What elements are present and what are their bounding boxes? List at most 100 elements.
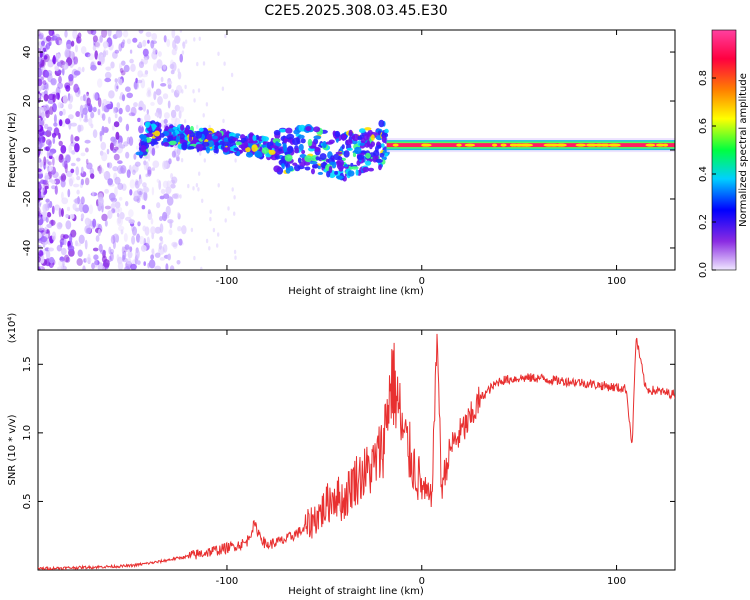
noise-blob [133,190,140,200]
noise-blob [48,140,52,148]
signal-blob [373,149,380,158]
noise-blob [109,142,114,151]
noise-blob [231,187,234,192]
noise-blob [147,39,150,44]
noise-blob [97,196,104,207]
noise-blob [55,92,60,100]
noise-blob [196,61,199,67]
noise-blob [119,212,125,220]
noise-blob [69,51,75,59]
noise-blob [113,146,119,151]
snr-series-line [38,333,675,570]
colorbar-gradient [711,29,737,271]
noise-blob [80,46,87,55]
signal-blob [315,156,321,161]
noise-blob [117,216,122,224]
noise-blob [63,254,70,263]
signal-blob [251,144,258,152]
noise-blob [160,188,166,195]
noise-blob [142,182,147,188]
y-tick-label: 20 [22,95,33,108]
signal-blob [301,149,306,155]
noise-blob [50,219,54,227]
noise-blob [135,77,138,84]
noise-blob [138,61,145,69]
noise-blob [131,235,136,245]
noise-blob [73,70,81,76]
noise-blob [187,183,190,189]
noise-blob [105,50,109,56]
noise-blob [169,265,175,270]
noise-blob [56,53,61,60]
noise-blob [38,207,41,217]
noise-blob [111,208,116,214]
noise-blob [98,164,102,175]
noise-blob [53,122,58,127]
signal-blob [341,135,347,139]
chart-title: C2E5.2025.308.03.45.E30 [264,3,447,19]
noise-blob [48,151,54,156]
noise-blob [41,187,44,198]
noise-blob [43,104,50,111]
noise-blob [95,235,100,242]
noise-blob [107,162,110,168]
signal-blob [228,132,236,138]
noise-blob [103,170,111,181]
noise-blob [101,125,105,136]
noise-blob [57,266,64,270]
noise-blob [209,209,212,214]
signal-blob [281,163,285,168]
noise-blob [145,173,149,178]
noise-blob [87,30,94,35]
noise-blob [152,160,160,168]
noise-blob [126,169,131,179]
noise-blob [135,249,140,259]
noise-blob [68,144,72,154]
noise-blob [160,83,167,87]
noise-blob [60,241,63,248]
noise-blob [151,248,155,254]
noise-blob [151,147,156,156]
y-tick-label: 1.0 [22,425,33,441]
noise-blob [70,122,78,127]
noise-blob [56,61,62,67]
noise-blob [62,258,65,268]
signal-blob [338,167,344,172]
noise-blob [65,214,69,219]
signal-blob [335,151,343,155]
noise-blob [92,247,99,252]
signal-blob [368,167,374,172]
signal-blob [334,130,341,138]
noise-blob [205,238,209,244]
noise-blob [172,242,178,249]
noise-blob [184,84,187,90]
noise-blob [125,123,130,132]
noise-blob [122,30,129,38]
signal-blob [273,165,281,173]
noise-blob [132,169,136,176]
noise-blob [105,128,109,133]
noise-blob [171,150,176,158]
noise-blob [38,30,41,37]
noise-blob [81,166,84,174]
noise-blob [70,229,77,238]
noise-blob [166,80,173,85]
noise-blob [63,237,67,246]
snr-y-label: SNR (10 * v/v) [7,414,18,485]
noise-blob [176,260,181,265]
noise-blob [165,205,171,216]
noise-blob [42,179,49,186]
noise-blob [124,244,130,250]
noise-blob [76,189,80,195]
noise-blob [88,105,93,113]
noise-blob [84,239,88,250]
noise-blob [57,101,63,109]
signal-blob [300,138,306,144]
noise-blob [144,226,150,236]
noise-blob [42,210,48,218]
noise-blob [124,266,130,270]
x-tick-label: 0 [419,276,425,287]
spectrogram-signal-band [135,119,675,182]
noise-blob [62,234,69,239]
signal-blob [261,144,266,148]
